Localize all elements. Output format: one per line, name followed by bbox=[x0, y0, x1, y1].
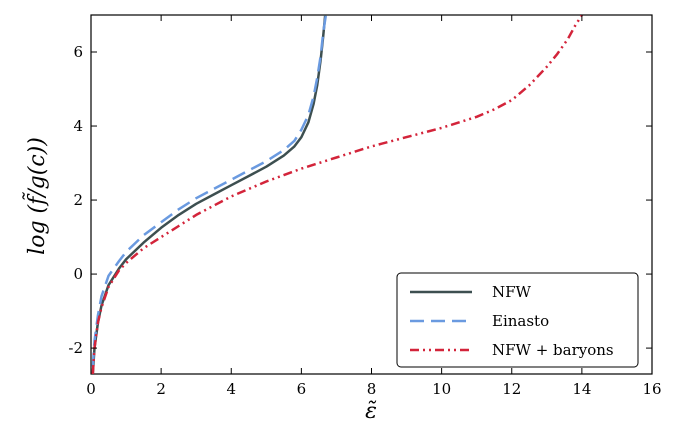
series-line-einasto bbox=[91, 15, 328, 367]
ticks-layer: 0 2 4 6 8 10 12 14 16 -2 0 2 4 6 bbox=[68, 15, 662, 398]
x-tick-label: 12 bbox=[502, 380, 521, 398]
series-line-nfw bbox=[91, 15, 327, 374]
y-tick-label: -2 bbox=[68, 339, 83, 357]
x-axis-label: ε̃ bbox=[365, 399, 377, 424]
x-tick-label: 0 bbox=[86, 380, 96, 398]
x-tick-label: 14 bbox=[572, 380, 591, 398]
y-axis-label: log (f̃/g(c)) bbox=[23, 137, 50, 255]
y-tick-label: 4 bbox=[73, 117, 83, 135]
x-tick-label: 10 bbox=[432, 380, 451, 398]
y-tick-label: 6 bbox=[73, 43, 83, 61]
y-tick-label: 0 bbox=[73, 265, 83, 283]
x-tick-label: 16 bbox=[642, 380, 661, 398]
series-layer bbox=[91, 15, 583, 374]
x-tick-label: 8 bbox=[367, 380, 377, 398]
series-line-nfw-baryons bbox=[91, 15, 583, 374]
legend-box bbox=[396, 272, 639, 368]
legend: NFW Einasto NFW + baryons bbox=[396, 272, 639, 368]
legend-label-nfw: NFW bbox=[492, 283, 532, 301]
x-tick-label: 6 bbox=[297, 380, 307, 398]
x-tick-label: 4 bbox=[226, 380, 236, 398]
legend-label-nfw-baryons: NFW + baryons bbox=[492, 341, 614, 359]
y-tick-label: 2 bbox=[73, 191, 83, 209]
x-tick-label: 2 bbox=[156, 380, 166, 398]
legend-label-einasto: Einasto bbox=[492, 312, 549, 330]
